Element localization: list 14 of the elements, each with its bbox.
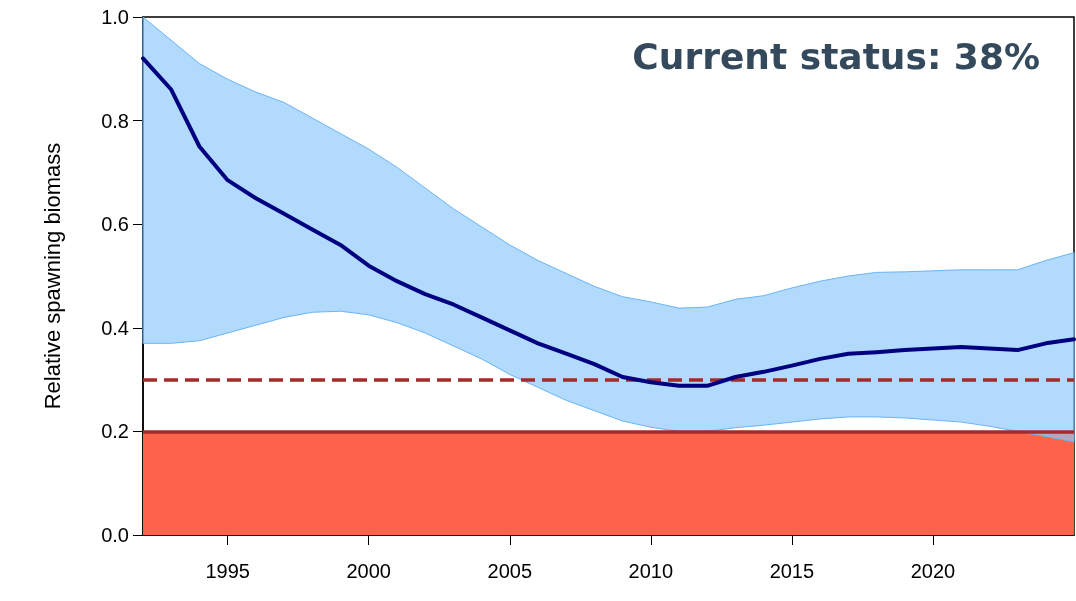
y-tick-label: 0.0	[101, 524, 129, 546]
y-tick-label: 0.8	[101, 109, 129, 132]
annotation: Current status: 38%	[632, 35, 1040, 77]
y-tick-label: 0.2	[101, 420, 129, 443]
y-tick-label: 0.4	[101, 316, 129, 339]
y-tick-label: 1.0	[101, 6, 129, 28]
x-tick-label: 2000	[346, 560, 391, 582]
x-tick-label: 2010	[628, 560, 674, 582]
x-tick-label: 2020	[910, 560, 956, 582]
x-tick-label: 1995	[205, 560, 250, 582]
y-tick-label: 0.6	[101, 213, 129, 236]
x-tick-label: 2015	[769, 560, 815, 582]
x-tick-label: 2005	[487, 560, 533, 582]
y-axis-title: Relative spawning biomass	[39, 142, 65, 410]
